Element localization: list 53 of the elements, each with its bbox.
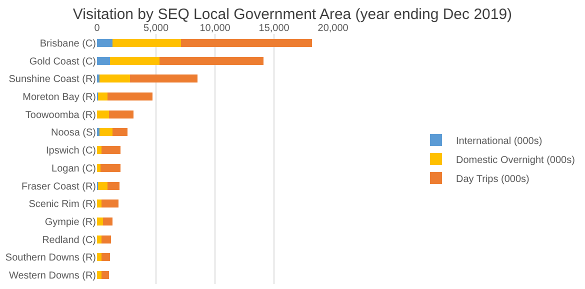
bar xyxy=(102,217,112,226)
y-tick-label: Noosa (S) xyxy=(50,128,96,139)
x-tick-label: 5,000 xyxy=(143,23,169,34)
legend-label: Day Trips (000s) xyxy=(456,174,530,185)
bar xyxy=(97,200,102,208)
y-tick-label: Fraser Coast (R) xyxy=(22,181,96,192)
bar xyxy=(102,146,121,154)
legend-label: Domestic Overnight (000s) xyxy=(456,154,575,166)
y-tick-label: Gold Coast (C) xyxy=(29,56,96,68)
bar xyxy=(102,253,110,262)
bar xyxy=(180,38,312,47)
bar xyxy=(130,74,198,83)
bar xyxy=(108,92,152,101)
bar xyxy=(100,164,121,172)
y-tick-label: Toowoomba (R) xyxy=(25,110,96,121)
bar xyxy=(97,253,102,262)
x-tick-label: 10,000 xyxy=(200,23,231,34)
bar xyxy=(97,235,102,244)
x-tick-label: 0 xyxy=(94,23,100,34)
y-tick-label: Western Downs (R) xyxy=(8,270,96,282)
y-tick-label: Brisbane (C) xyxy=(40,38,96,50)
bar xyxy=(97,56,110,65)
legend-label: International (000s) xyxy=(456,136,542,147)
chart-title: Visitation by SEQ Local Government Area (year ending Dec 2019) xyxy=(72,6,512,24)
bar xyxy=(102,200,118,208)
bar xyxy=(160,56,264,65)
bar xyxy=(108,182,120,190)
bar xyxy=(108,110,134,118)
bar xyxy=(112,128,128,136)
bar xyxy=(99,74,130,83)
bar xyxy=(98,92,108,101)
bar xyxy=(102,271,109,280)
y-tick-label: Southern Downs (R) xyxy=(5,252,96,264)
y-tick-label: Ipswich (C) xyxy=(46,146,96,157)
y-tick-label: Gympie (R) xyxy=(44,217,96,228)
bar xyxy=(112,38,181,47)
bar xyxy=(99,128,112,136)
bar xyxy=(102,235,112,244)
bar xyxy=(97,38,112,47)
y-tick-label: Logan (C) xyxy=(52,163,96,174)
y-tick-label: Scenic Rim (R) xyxy=(28,199,96,210)
bar xyxy=(97,271,102,280)
bar xyxy=(97,146,102,154)
bar xyxy=(97,164,101,172)
bar xyxy=(110,56,160,65)
y-tick-label: Sunshine Coast (R) xyxy=(8,74,96,86)
x-tick-label: 20,000 xyxy=(318,23,349,34)
y-tick-label: Moreton Bay (R) xyxy=(22,92,96,103)
bar xyxy=(97,217,103,226)
y-tick-label: Redland (C) xyxy=(42,234,96,246)
bar xyxy=(98,182,108,190)
bar xyxy=(97,110,109,118)
x-tick-label: 15,000 xyxy=(258,23,290,34)
